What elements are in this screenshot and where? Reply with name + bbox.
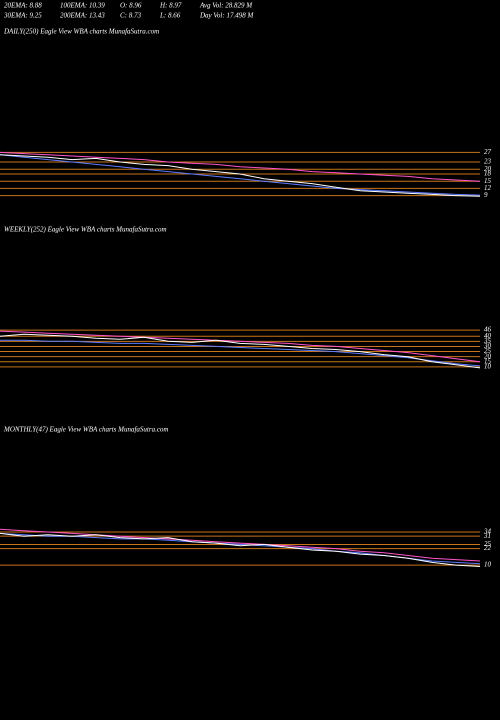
y-tick-label: 10	[484, 561, 492, 569]
series-line	[0, 528, 481, 562]
header-stat: L: 8.66	[159, 12, 181, 20]
series-line	[0, 532, 481, 567]
series-line	[0, 154, 481, 196]
y-tick-label: 22	[484, 544, 492, 552]
y-tick-label: 12	[484, 184, 492, 192]
header-stat: H: 8.97	[159, 2, 182, 10]
y-tick-label: 25	[484, 540, 492, 548]
header-stat: 30EMA: 9.25	[3, 12, 42, 20]
y-tick-label: 20	[484, 352, 492, 360]
panel-title: DAILY(250) Eagle View WBA charts MunafaS…	[3, 28, 159, 36]
header-stat: O: 8.96	[120, 2, 142, 10]
y-tick-label: 23	[484, 158, 492, 166]
series-line	[0, 154, 481, 197]
series-line	[0, 151, 481, 182]
y-tick-label: 15	[484, 177, 492, 185]
y-tick-label: 34	[483, 528, 492, 536]
y-tick-label: 10	[484, 362, 492, 370]
panel-title: WEEKLY(252) Eagle View WBA charts Munafa…	[4, 226, 167, 234]
y-tick-label: 40	[484, 332, 492, 340]
y-tick-label: 9	[484, 191, 488, 199]
series-line	[0, 330, 481, 363]
panel-title: MONTHLY(47) Eagle View WBA charts Munafa…	[3, 426, 168, 434]
y-tick-label: 20	[484, 165, 492, 173]
y-tick-label: 15	[484, 357, 492, 365]
y-tick-label: 25	[484, 347, 492, 355]
header-stat: C: 8.73	[120, 12, 142, 20]
y-tick-label: 35	[483, 337, 492, 345]
y-tick-label: 31	[483, 532, 491, 540]
header-stat: Avg Vol: 28.829 M	[199, 2, 253, 10]
y-tick-label: 18	[484, 170, 492, 178]
y-tick-label: 46	[484, 326, 492, 334]
y-tick-label: 27	[484, 148, 492, 156]
header-stat: 20EMA: 8.88	[4, 2, 42, 10]
header-stat: 100EMA: 10.39	[60, 2, 105, 10]
y-tick-label: 30	[483, 342, 492, 350]
header-stat: Day Vol: 17.498 M	[199, 12, 254, 20]
series-line	[0, 339, 481, 367]
series-line	[0, 333, 481, 369]
header-stat: 200EMA: 13.43	[60, 12, 105, 20]
